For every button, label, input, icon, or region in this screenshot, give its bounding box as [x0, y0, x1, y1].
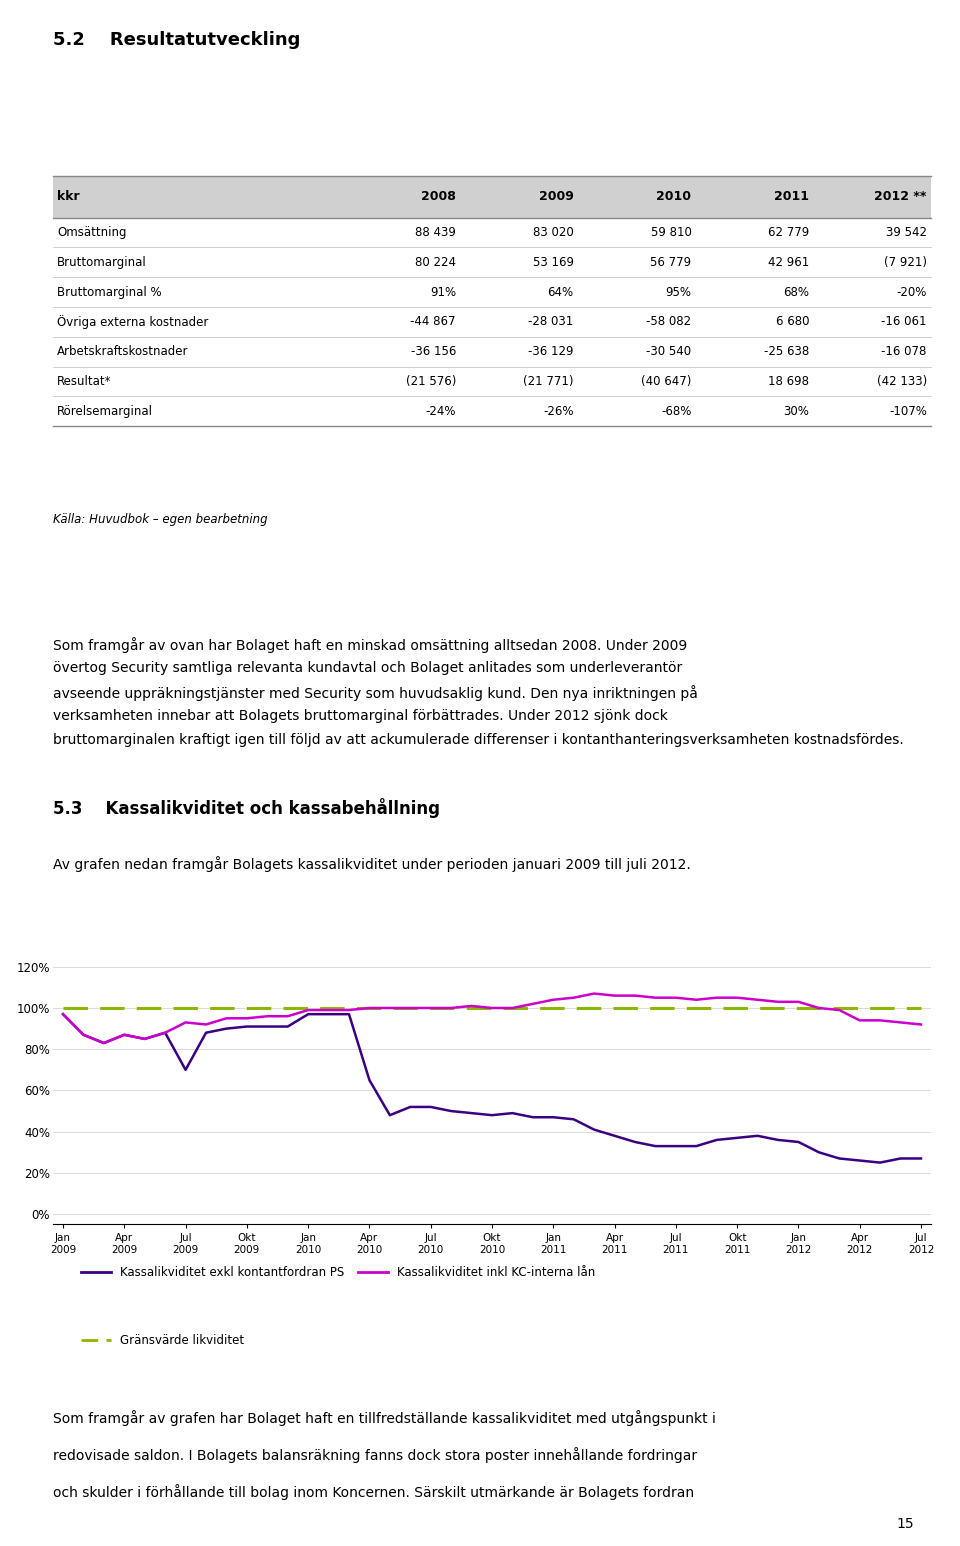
Text: 15: 15: [896, 1517, 914, 1531]
Text: -26%: -26%: [543, 405, 574, 417]
Text: -36 129: -36 129: [528, 345, 574, 359]
Text: 30%: 30%: [783, 405, 809, 417]
Text: 42 961: 42 961: [768, 255, 809, 269]
Text: 62 779: 62 779: [768, 226, 809, 240]
Text: 5.2    Resultatutveckling: 5.2 Resultatutveckling: [53, 31, 300, 49]
Text: avseende uppräkningstjänster med Security som huvudsaklig kund. Den nya inriktni: avseende uppräkningstjänster med Securit…: [53, 685, 698, 702]
Text: 83 020: 83 020: [533, 226, 574, 240]
Text: 6 680: 6 680: [776, 315, 809, 328]
Text: Arbetskraftskostnader: Arbetskraftskostnader: [58, 345, 189, 359]
Text: och skulder i förhållande till bolag inom Koncernen. Särskilt utmärkande är Bola: och skulder i förhållande till bolag ino…: [53, 1484, 694, 1500]
Text: Omsättning: Omsättning: [58, 226, 127, 240]
Text: Rörelsemarginal: Rörelsemarginal: [58, 405, 154, 417]
Text: 68%: 68%: [783, 286, 809, 298]
Text: -36 156: -36 156: [411, 345, 456, 359]
Text: (7 921): (7 921): [884, 255, 926, 269]
Text: bruttomarginalen kraftigt igen till följd av att ackumulerade differenser i kont: bruttomarginalen kraftigt igen till följ…: [53, 733, 903, 747]
Text: Bruttomarginal %: Bruttomarginal %: [58, 286, 162, 298]
Text: 2010: 2010: [657, 190, 691, 203]
Text: 5.3    Kassalikviditet och kassabehållning: 5.3 Kassalikviditet och kassabehållning: [53, 798, 440, 818]
Legend: Gränsvärde likviditet: Gränsvärde likviditet: [76, 1330, 249, 1351]
Text: 91%: 91%: [430, 286, 456, 298]
Text: övertog Security samtliga relevanta kundavtal och Bolaget anlitades som underlev: övertog Security samtliga relevanta kund…: [53, 662, 682, 676]
Text: -107%: -107%: [889, 405, 926, 417]
Text: Bruttomarginal: Bruttomarginal: [58, 255, 147, 269]
Text: -58 082: -58 082: [646, 315, 691, 328]
Text: Övriga externa kostnader: Övriga externa kostnader: [58, 315, 208, 329]
Text: 59 810: 59 810: [651, 226, 691, 240]
Text: -16 061: -16 061: [881, 315, 926, 328]
Text: 39 542: 39 542: [886, 226, 926, 240]
Bar: [53, 176, 931, 218]
Text: Resultat*: Resultat*: [58, 374, 111, 388]
Text: -68%: -68%: [661, 405, 691, 417]
Text: 18 698: 18 698: [768, 374, 809, 388]
Text: 88 439: 88 439: [415, 226, 456, 240]
Text: 2008: 2008: [421, 190, 456, 203]
Text: -30 540: -30 540: [646, 345, 691, 359]
Text: verksamheten innebar att Bolagets bruttomarginal förbättrades. Under 2012 sjönk : verksamheten innebar att Bolagets brutto…: [53, 710, 667, 724]
Text: 64%: 64%: [547, 286, 574, 298]
Text: 2009: 2009: [539, 190, 574, 203]
Text: -44 867: -44 867: [411, 315, 456, 328]
Text: Som framgår av grafen har Bolaget haft en tillfredställande kassalikviditet med : Som framgår av grafen har Bolaget haft e…: [53, 1410, 715, 1425]
Text: -24%: -24%: [425, 405, 456, 417]
Text: 56 779: 56 779: [650, 255, 691, 269]
Text: 80 224: 80 224: [415, 255, 456, 269]
Text: -25 638: -25 638: [764, 345, 809, 359]
Text: -20%: -20%: [897, 286, 926, 298]
Text: 2011: 2011: [774, 190, 809, 203]
Text: (21 771): (21 771): [523, 374, 574, 388]
Text: (21 576): (21 576): [406, 374, 456, 388]
Text: 95%: 95%: [665, 286, 691, 298]
Text: -28 031: -28 031: [528, 315, 574, 328]
Text: Av grafen nedan framgår Bolagets kassalikviditet under perioden januari 2009 til: Av grafen nedan framgår Bolagets kassali…: [53, 856, 690, 872]
Text: redovisade saldon. I Bolagets balansräkning fanns dock stora poster innehållande: redovisade saldon. I Bolagets balansräkn…: [53, 1447, 697, 1463]
Text: Som framgår av ovan har Bolaget haft en minskad omsättning alltsedan 2008. Under: Som framgår av ovan har Bolaget haft en …: [53, 637, 687, 652]
Text: 53 169: 53 169: [533, 255, 574, 269]
Text: 2012 **: 2012 **: [875, 190, 926, 203]
Text: (40 647): (40 647): [641, 374, 691, 388]
Text: kkr: kkr: [58, 190, 80, 203]
Text: (42 133): (42 133): [876, 374, 926, 388]
Text: Källa: Huvudbok – egen bearbetning: Källa: Huvudbok – egen bearbetning: [53, 513, 268, 526]
Text: -16 078: -16 078: [881, 345, 926, 359]
